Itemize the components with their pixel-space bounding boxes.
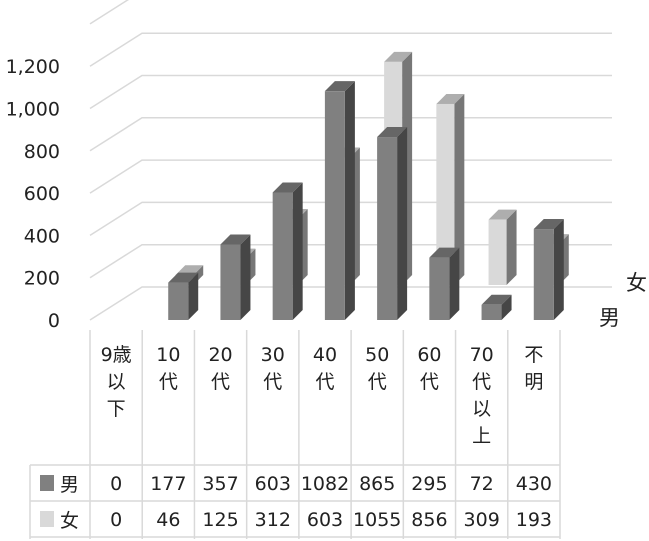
- category-label: 以: [107, 371, 126, 393]
- category-label: 代: [420, 371, 439, 393]
- table-cell-value: 125: [202, 509, 238, 531]
- bar-male: [168, 272, 199, 320]
- y-tick-label: 800: [24, 141, 60, 163]
- category-label: 30: [261, 344, 285, 366]
- bar-male: [272, 182, 303, 320]
- y-tick-label: 200: [24, 268, 60, 290]
- category-label: 明: [524, 371, 543, 393]
- table-cell-value: 193: [516, 509, 552, 531]
- category-label: 代: [263, 371, 282, 393]
- table-cell-value: 312: [255, 509, 291, 531]
- category-label: 代: [159, 371, 178, 393]
- bar-male: [429, 247, 460, 320]
- category-label: 代: [368, 371, 387, 393]
- legend-label: 男: [60, 474, 79, 496]
- y-tick-label: 1,200: [6, 56, 60, 78]
- gridline: [89, 32, 612, 67]
- gridlines: [89, 0, 612, 321]
- depth-axis: 女男: [599, 271, 647, 330]
- table-cell-value: 0: [110, 473, 122, 495]
- table-cell-value: 603: [307, 509, 343, 531]
- y-tick-label: 600: [24, 183, 60, 205]
- table-cell-value: 46: [156, 509, 180, 531]
- table-cell-value: 603: [255, 473, 291, 495]
- table-cell-value: 357: [202, 473, 238, 495]
- category-label: 40: [313, 344, 337, 366]
- table-cell-value: 430: [516, 473, 552, 495]
- category-label: 10: [156, 344, 180, 366]
- category-label: 以: [472, 398, 491, 420]
- y-tick-label: 0: [48, 310, 60, 332]
- bar-male: [377, 127, 408, 321]
- bar-male: [533, 219, 564, 320]
- legend-key: [40, 475, 54, 491]
- table-cell-value: 856: [411, 509, 447, 531]
- bar-male: [220, 234, 251, 320]
- depth-label-female: 女: [626, 271, 647, 295]
- category-label: 代: [472, 371, 491, 393]
- gridline: [89, 74, 612, 110]
- bar-female: [436, 93, 465, 286]
- bar-male: [324, 81, 355, 320]
- legend-label: 女: [60, 510, 79, 532]
- bar-female: [488, 209, 517, 285]
- gridline: [89, 0, 130, 25]
- table-cell-value: 177: [150, 473, 186, 495]
- y-tick-label: 400: [24, 225, 60, 247]
- category-label: 下: [107, 398, 126, 420]
- table-cell-value: 1055: [353, 509, 401, 531]
- category-label: 上: [472, 425, 491, 447]
- depth-label-male: 男: [599, 306, 620, 330]
- table-cell-value: 1082: [301, 473, 349, 495]
- legend-key: [40, 511, 54, 527]
- bars: [168, 51, 569, 321]
- category-label: 50: [365, 344, 389, 366]
- table-cell-value: 295: [411, 473, 447, 495]
- category-label: 代: [315, 371, 334, 393]
- y-axis: 0 200 400 600 800 1,000 1,200: [6, 56, 60, 332]
- table-cell-value: 72: [470, 473, 494, 495]
- table-cell-value: 865: [359, 473, 395, 495]
- bar-male: [481, 294, 512, 320]
- category-label: 20: [208, 344, 232, 366]
- category-label: 70: [470, 344, 494, 366]
- table-cell-value: 0: [110, 509, 122, 531]
- table-cell-value: 309: [464, 509, 500, 531]
- category-label: 9歳: [101, 344, 132, 366]
- category-label: 不: [524, 344, 543, 366]
- category-label: 60: [417, 344, 441, 366]
- category-label: 代: [211, 371, 230, 393]
- y-tick-label: 1,000: [6, 99, 60, 121]
